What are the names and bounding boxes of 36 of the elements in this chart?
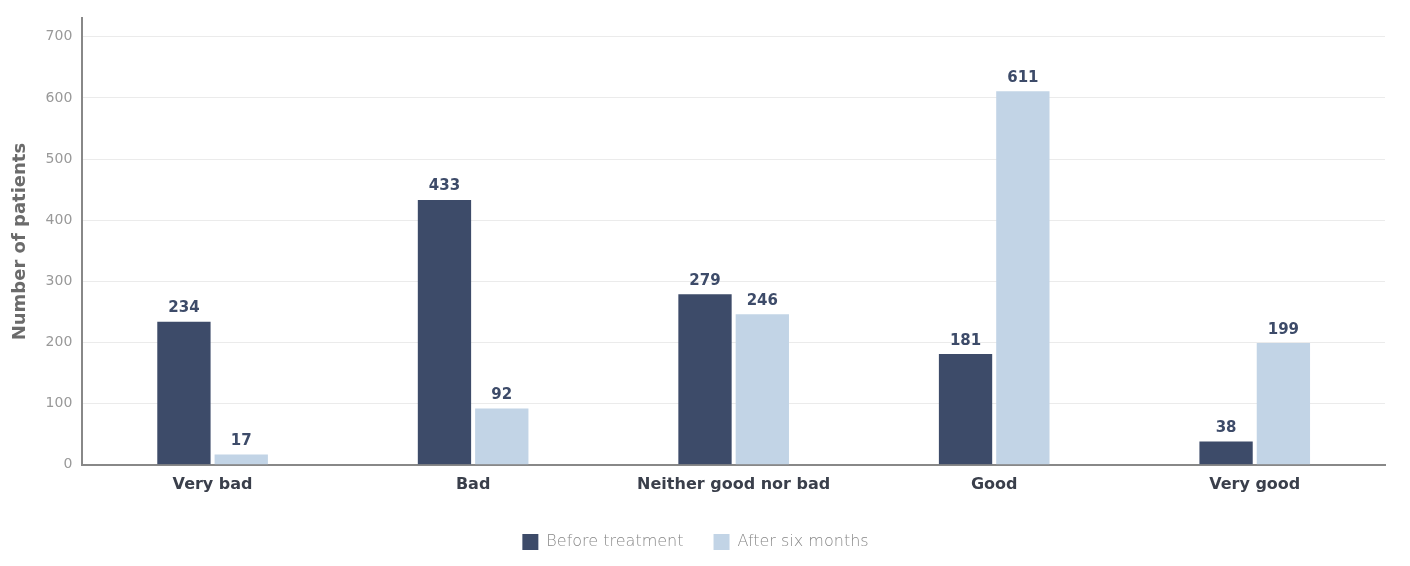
data-label: 181 xyxy=(949,330,982,349)
data-label: 246 xyxy=(746,290,778,309)
x-tick-label: Bad xyxy=(455,473,491,493)
bar xyxy=(157,321,211,465)
legend-label: After six months xyxy=(737,531,869,551)
data-label: 92 xyxy=(491,384,513,403)
data-label: 38 xyxy=(1215,417,1237,436)
data-label: 611 xyxy=(1007,67,1039,86)
data-label: 234 xyxy=(168,298,200,317)
data-label: 199 xyxy=(1267,319,1300,338)
data-label: 433 xyxy=(428,176,461,195)
y-tick-label: 600 xyxy=(45,88,73,105)
y-tick-label: 700 xyxy=(45,27,73,44)
bar xyxy=(938,354,993,465)
x-tick-label: Very good xyxy=(1209,473,1301,493)
data-label: 279 xyxy=(689,270,721,289)
legend-label: Before treatment xyxy=(546,531,684,551)
bar xyxy=(735,314,789,465)
bar xyxy=(996,91,1050,465)
x-tick-label: Neither good nor bad xyxy=(637,473,831,493)
bar xyxy=(475,408,529,465)
y-tick-label: 300 xyxy=(45,271,73,288)
bar xyxy=(1256,343,1311,465)
y-axis-title: Number of patients xyxy=(8,142,30,341)
data-label: 17 xyxy=(230,430,252,449)
bar xyxy=(678,294,732,465)
x-tick-label: Good xyxy=(970,473,1018,493)
bar xyxy=(1199,441,1253,465)
bar xyxy=(214,454,268,465)
y-tick-label: 400 xyxy=(45,210,73,227)
x-tick-label: Very bad xyxy=(172,473,253,493)
bar xyxy=(417,200,472,465)
y-tick-label: 200 xyxy=(45,333,73,350)
y-tick-label: 0 xyxy=(63,455,73,472)
y-tick-label: 500 xyxy=(45,149,73,166)
y-tick-label: 100 xyxy=(45,394,73,411)
